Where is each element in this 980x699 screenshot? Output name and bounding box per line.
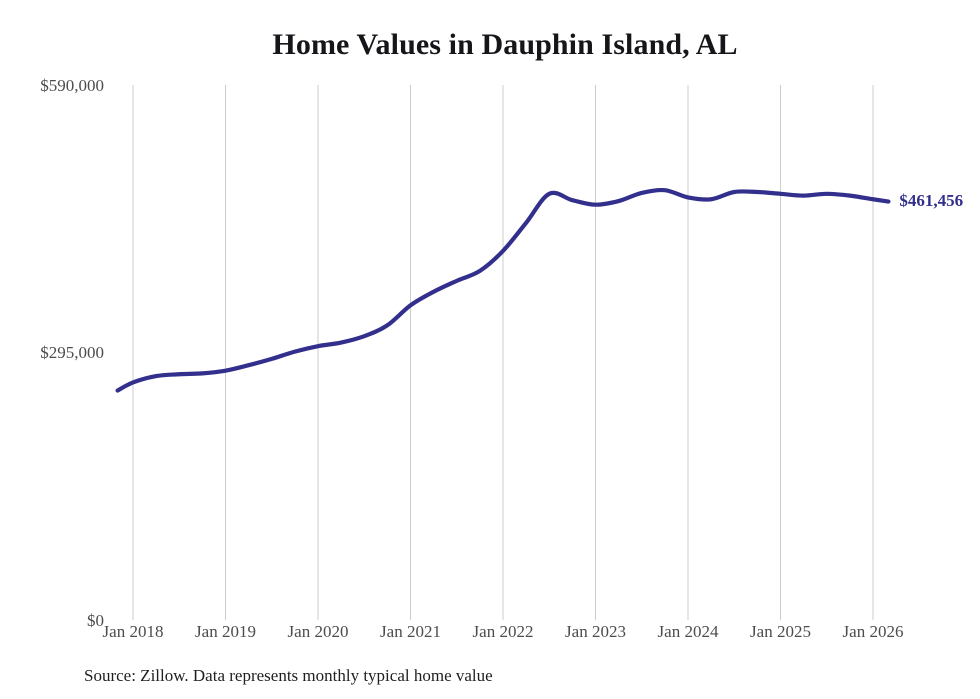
source-note: Source: Zillow. Data represents monthly … [84, 666, 493, 685]
x-tick-label: Jan 2023 [565, 622, 626, 641]
x-tick-label: Jan 2022 [472, 622, 534, 641]
y-axis: $590,000 $295,000 $0 [0, 0, 104, 699]
x-tick-label: Jan 2026 [842, 622, 904, 641]
x-axis: Jan 2018 Jan 2019 Jan 2020 Jan 2021 Jan 2022… [0, 622, 980, 650]
x-tick-label: Jan 2020 [287, 622, 349, 641]
gridlines [132, 85, 874, 620]
x-tick-label: Jan 2024 [657, 622, 719, 641]
value-line [115, 187, 891, 393]
y-tick-label-bottom: $0 [87, 611, 104, 630]
x-tick-label: Jan 2025 [750, 622, 811, 641]
y-tick-label-mid: $295,000 [40, 343, 104, 362]
y-tick-label-top: $590,000 [40, 76, 104, 95]
chart-title: Home Values in Dauphin Island, AL [272, 28, 738, 61]
x-tick-label: Jan 2018 [102, 622, 164, 641]
x-tick-label: Jan 2019 [195, 622, 256, 641]
x-tick-label: Jan 2021 [380, 622, 441, 641]
end-value-annotation: $461,456 [899, 190, 964, 210]
